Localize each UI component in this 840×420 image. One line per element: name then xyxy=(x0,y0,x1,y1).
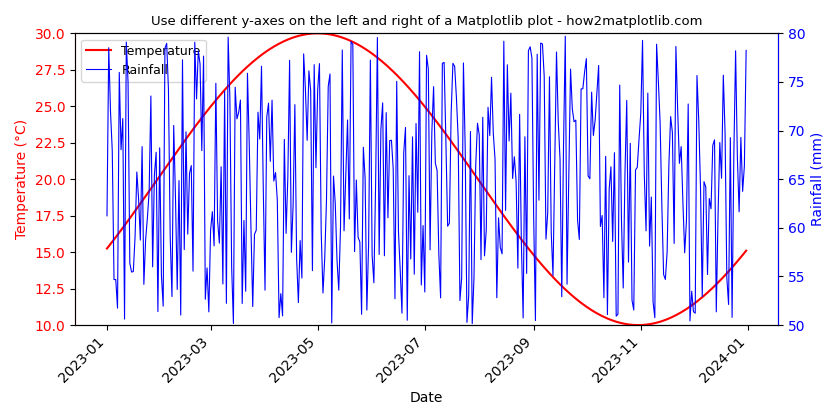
Legend: Temperature, Rainfall: Temperature, Rainfall xyxy=(81,39,206,82)
Y-axis label: Rainfall (mm): Rainfall (mm) xyxy=(811,132,825,226)
X-axis label: Date: Date xyxy=(410,391,444,405)
Line: Temperature: Temperature xyxy=(107,33,746,325)
Y-axis label: Temperature (°C): Temperature (°C) xyxy=(15,119,29,239)
Title: Use different y-axes on the left and right of a Matplotlib plot - how2matplotlib: Use different y-axes on the left and rig… xyxy=(151,15,702,28)
Line: Rainfall: Rainfall xyxy=(107,36,746,323)
